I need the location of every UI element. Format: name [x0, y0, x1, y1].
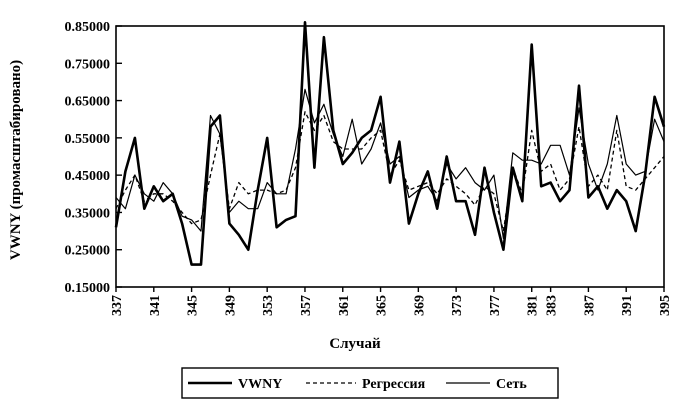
- series-line-2: [115, 111, 665, 232]
- y-axis-label: VWNY (промасштабировано): [8, 60, 24, 260]
- plot-frame: [115, 25, 665, 288]
- y-tick-label: 0.65000: [65, 95, 111, 110]
- x-axis: 337 341 345 349 353 357 361 365 369 373 377 381 383 3…: [110, 287, 673, 316]
- x-tick-label: 369: [412, 295, 427, 316]
- y-tick-label: 0.45000: [65, 169, 111, 184]
- legend-label-2: Регрессия: [362, 377, 426, 392]
- legend-box: [181, 367, 559, 399]
- x-tick-label: 337: [110, 295, 125, 316]
- legend: VWNY Регрессия Сеть: [181, 367, 559, 399]
- y-tick-label: 0.35000: [65, 206, 111, 221]
- x-tick-label: 357: [299, 295, 314, 316]
- y-tick-label: 0.55000: [65, 132, 111, 147]
- x-tick-label: 341: [148, 295, 163, 316]
- x-tick-label: 345: [186, 295, 201, 316]
- series-lines: [114, 20, 666, 266]
- x-tick-label: 365: [375, 295, 390, 316]
- x-tick-label: 381: [526, 295, 541, 316]
- x-tick-label: 361: [337, 295, 352, 316]
- legend-label-3: Сеть: [496, 377, 527, 392]
- y-tick-label: 0.25000: [65, 244, 111, 259]
- x-tick-label: 387: [582, 295, 597, 316]
- y-tick-label: 0.15000: [65, 281, 111, 296]
- x-axis-label: Случай: [329, 336, 381, 352]
- series-line-3: [115, 88, 665, 240]
- x-tick-label: 349: [223, 295, 238, 316]
- plot-border: [115, 25, 665, 288]
- x-tick-label: 383: [545, 295, 560, 316]
- y-tick-label: 0.75000: [65, 57, 111, 72]
- x-tick-label: 373: [450, 295, 465, 316]
- y-tick-label: 0.85000: [65, 20, 111, 35]
- x-tick-label: 391: [620, 295, 635, 316]
- legend-label-1: VWNY: [238, 377, 282, 392]
- y-axis: 0.15000 0.25000 0.35000 0.45000 0.55000 0.650…: [65, 20, 122, 296]
- x-tick-label: 353: [261, 295, 276, 316]
- x-tick-label: 377: [488, 295, 503, 316]
- x-tick-label: 395: [658, 295, 673, 316]
